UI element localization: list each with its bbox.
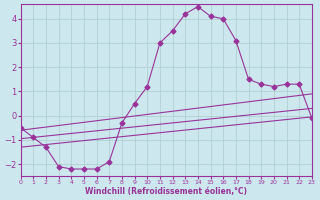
X-axis label: Windchill (Refroidissement éolien,°C): Windchill (Refroidissement éolien,°C) [85,187,247,196]
